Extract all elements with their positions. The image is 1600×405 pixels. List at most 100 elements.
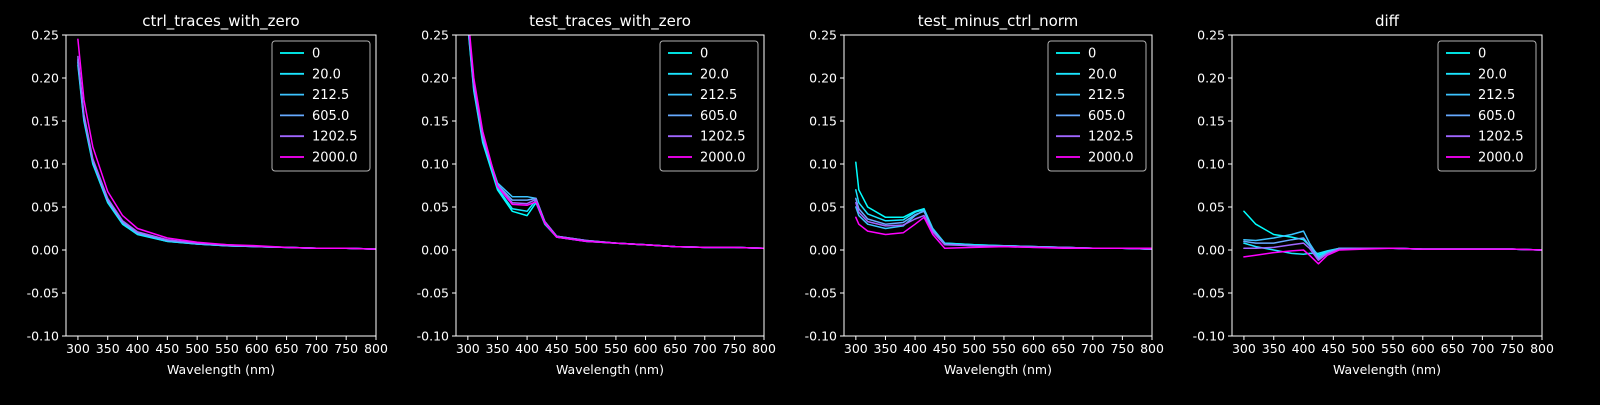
x-tick-label: 350 bbox=[874, 341, 898, 356]
subplot-title: test_traces_with_zero bbox=[529, 12, 691, 31]
axes-frame bbox=[65, 34, 377, 337]
x-tick-label: 750 bbox=[334, 341, 358, 356]
x-tick-label: 800 bbox=[1140, 341, 1164, 356]
y-tick-label: -0.10 bbox=[805, 329, 837, 344]
x-tick-label: 350 bbox=[486, 341, 510, 356]
x-tick-label: 350 bbox=[1262, 341, 1286, 356]
y-tick-label: 0.10 bbox=[1197, 157, 1225, 172]
x-tick-label: 300 bbox=[456, 341, 480, 356]
legend-label-2: 20.0 bbox=[312, 67, 341, 82]
series-line-6 bbox=[855, 216, 1152, 250]
x-tick-label: 800 bbox=[364, 341, 388, 356]
x-tick-label: 300 bbox=[66, 341, 90, 356]
x-axis-label: Wavelength (nm) bbox=[1333, 362, 1441, 377]
legend-label-1: 0 bbox=[312, 47, 320, 62]
legend-label-6: 2000.0 bbox=[1088, 151, 1134, 166]
x-tick-label: 400 bbox=[126, 341, 150, 356]
legend-label-4: 605.0 bbox=[700, 109, 737, 124]
y-tick-label: 0.05 bbox=[1197, 200, 1225, 215]
legend-label-6: 2000.0 bbox=[700, 151, 746, 166]
x-tick-label: 500 bbox=[1351, 341, 1375, 356]
y-tick-label: 0.20 bbox=[809, 71, 837, 86]
series-line-6 bbox=[469, 35, 764, 250]
x-axis-label: Wavelength (nm) bbox=[167, 362, 275, 377]
x-tick-label: 400 bbox=[515, 341, 539, 356]
plot-lines bbox=[1243, 210, 1542, 265]
y-tick-label: 0.25 bbox=[421, 28, 449, 43]
series-line-4 bbox=[855, 197, 1152, 250]
legend-label-5: 1202.5 bbox=[312, 130, 358, 145]
subplot-4: 300 350 400 450 500 550 600 650 700 750 800 -0.10 -0… bbox=[1193, 12, 1554, 377]
series-line-1 bbox=[855, 161, 1152, 250]
y-tick-label: -0.05 bbox=[805, 286, 837, 301]
y-tick-label: 0.10 bbox=[421, 157, 449, 172]
y-tick-label: 0.00 bbox=[31, 243, 59, 258]
x-tick-label: 650 bbox=[1441, 341, 1465, 356]
x-tick-label: 700 bbox=[1470, 341, 1494, 356]
legend: 0 20.0 212.5 605.0 1202.5 2000.0 bbox=[1047, 40, 1147, 172]
legend-label-6: 2000.0 bbox=[312, 151, 358, 166]
y-tick-label: 0.10 bbox=[809, 157, 837, 172]
x-tick-label: 600 bbox=[634, 341, 658, 356]
legend-label-3: 212.5 bbox=[700, 88, 737, 103]
subplot-2: 300 350 400 450 500 550 600 650 700 750 800 -0.10 -0… bbox=[417, 12, 776, 377]
x-tick-label: 800 bbox=[752, 341, 776, 356]
y-tick-label: -0.05 bbox=[1193, 286, 1225, 301]
legend-label-4: 605.0 bbox=[312, 109, 349, 124]
axes-frame bbox=[1231, 34, 1543, 337]
x-tick-label: 350 bbox=[96, 341, 120, 356]
y-tick-label: 0.00 bbox=[421, 243, 449, 258]
y-tick-label: 0.05 bbox=[31, 200, 59, 215]
x-axis-label: Wavelength (nm) bbox=[556, 362, 664, 377]
legend-label-3: 212.5 bbox=[312, 88, 349, 103]
x-tick-label: 700 bbox=[304, 341, 328, 356]
y-tick-label: 0.25 bbox=[31, 28, 59, 43]
legend-label-1: 0 bbox=[1088, 47, 1096, 62]
y-tick-label: -0.10 bbox=[27, 329, 59, 344]
y-tick-label: -0.10 bbox=[417, 329, 449, 344]
x-tick-label: 550 bbox=[992, 341, 1016, 356]
y-tick-label: 0.00 bbox=[1197, 243, 1225, 258]
legend-label-4: 605.0 bbox=[1478, 109, 1515, 124]
y-tick-label: 0.05 bbox=[421, 200, 449, 215]
x-tick-label: 750 bbox=[1110, 341, 1134, 356]
subplot-title: diff bbox=[1375, 12, 1400, 30]
legend-label-3: 212.5 bbox=[1478, 88, 1515, 103]
subplot-title: ctrl_traces_with_zero bbox=[142, 12, 299, 31]
x-tick-label: 450 bbox=[155, 341, 179, 356]
x-tick-label: 750 bbox=[1500, 341, 1524, 356]
series-line-6 bbox=[77, 38, 376, 250]
y-tick-label: 0.20 bbox=[421, 71, 449, 86]
series-line-5 bbox=[855, 201, 1152, 250]
x-tick-label: 500 bbox=[962, 341, 986, 356]
axes-frame bbox=[455, 34, 765, 337]
legend-label-1: 0 bbox=[700, 47, 708, 62]
y-tick-label: -0.10 bbox=[1193, 329, 1225, 344]
y-tick-label: -0.05 bbox=[417, 286, 449, 301]
x-tick-label: 800 bbox=[1530, 341, 1554, 356]
x-tick-label: 500 bbox=[185, 341, 209, 356]
plot-lines bbox=[467, 35, 764, 250]
legend-label-2: 20.0 bbox=[700, 67, 729, 82]
legend-label-2: 20.0 bbox=[1478, 67, 1507, 82]
legend: 0 20.0 212.5 605.0 1202.5 2000.0 bbox=[659, 40, 759, 172]
x-tick-label: 450 bbox=[1321, 341, 1345, 356]
legend: 0 20.0 212.5 605.0 1202.5 2000.0 bbox=[1437, 40, 1537, 172]
x-tick-label: 300 bbox=[844, 341, 868, 356]
y-tick-label: 0.20 bbox=[1197, 71, 1225, 86]
x-axis-label: Wavelength (nm) bbox=[944, 362, 1052, 377]
y-tick-label: -0.05 bbox=[27, 286, 59, 301]
x-tick-label: 550 bbox=[1381, 341, 1405, 356]
x-tick-label: 750 bbox=[722, 341, 746, 356]
legend-label-1: 0 bbox=[1478, 47, 1486, 62]
y-tick-label: 0.15 bbox=[809, 114, 837, 129]
y-tick-label: 0.15 bbox=[1197, 114, 1225, 129]
y-tick-label: 0.15 bbox=[421, 114, 449, 129]
legend-label-3: 212.5 bbox=[1088, 88, 1125, 103]
legend-label-6: 2000.0 bbox=[1478, 151, 1524, 166]
x-tick-label: 650 bbox=[1051, 341, 1075, 356]
x-tick-label: 700 bbox=[693, 341, 717, 356]
series-line-6 bbox=[1243, 247, 1542, 265]
